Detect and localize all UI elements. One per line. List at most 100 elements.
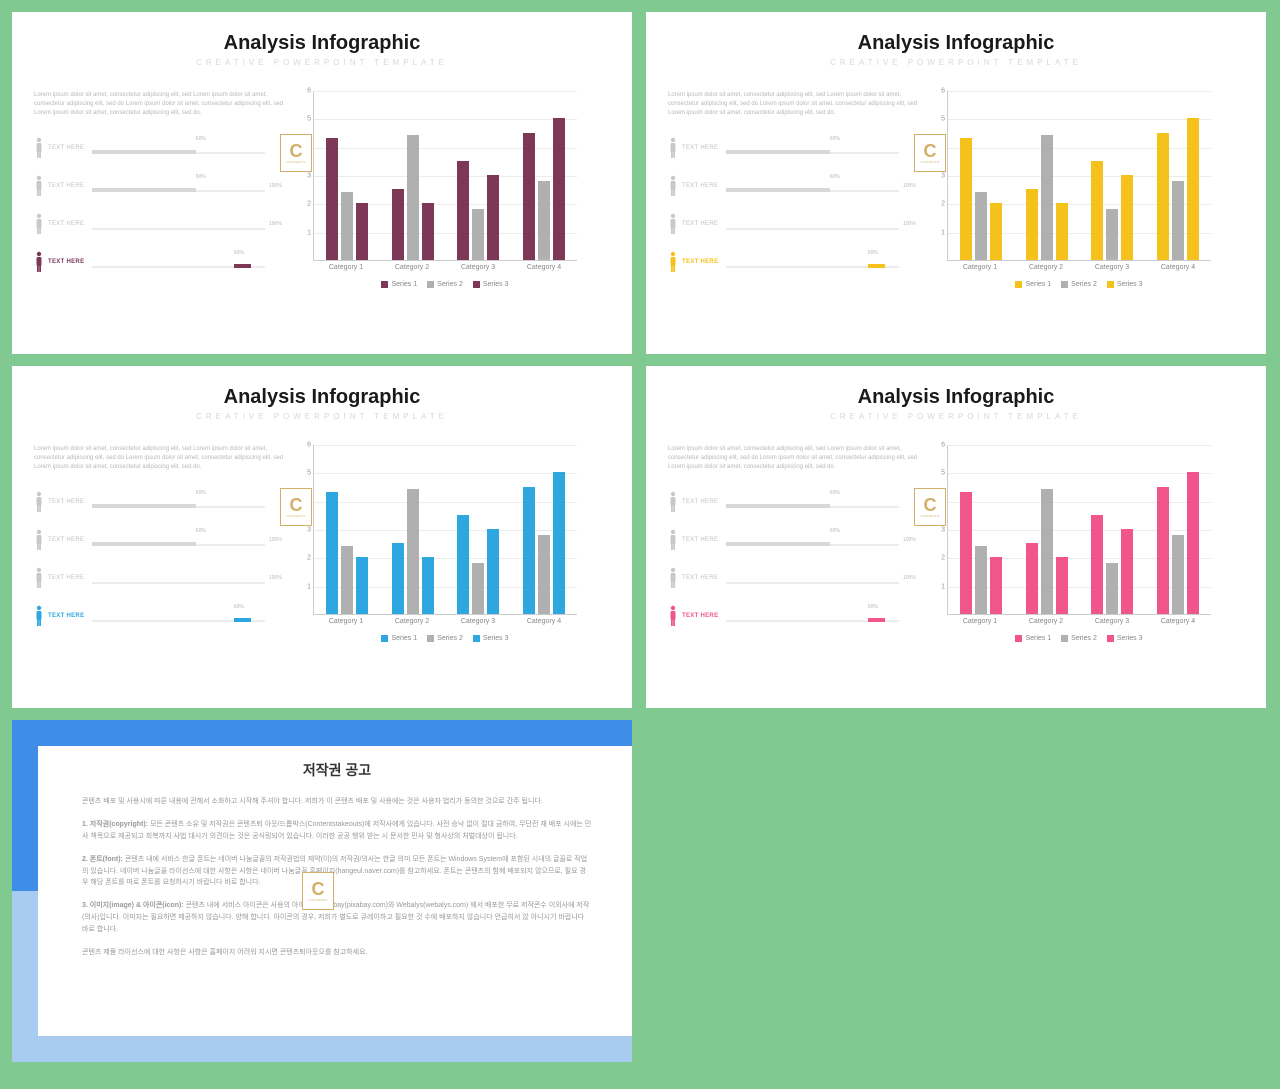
chart-panel: 123456 Category 1Category 2Category 3Cat… bbox=[933, 91, 1244, 291]
bar-chart: 123456 Category 1Category 2Category 3Cat… bbox=[933, 91, 1213, 291]
progress-label: TEXT HERE bbox=[682, 259, 720, 265]
bar bbox=[1157, 487, 1169, 615]
bar bbox=[1172, 181, 1184, 260]
slide-subtitle: Creative Powerpoint Template bbox=[668, 58, 1244, 67]
progress-label: TEXT HERE bbox=[682, 613, 720, 619]
progress-label: TEXT HERE bbox=[48, 145, 86, 151]
copy-p3: 2. 폰트(font): 콘텐츠 내에 서비스 한글 폰트는 네이버 나눔글꼴의… bbox=[82, 854, 592, 890]
progress-label: TEXT HERE bbox=[48, 221, 86, 227]
progress-bar: 60% bbox=[726, 496, 899, 508]
y-tick: 5 bbox=[941, 116, 945, 123]
progress-bar: 60% bbox=[726, 142, 899, 154]
copy-border-bottom bbox=[12, 1036, 632, 1062]
progress-pct: 60% bbox=[196, 490, 206, 496]
left-panel: Lorem ipsum dolor sit amet, consectetur … bbox=[34, 445, 289, 645]
bar bbox=[407, 489, 419, 614]
progress-pct: 60% bbox=[830, 490, 840, 496]
x-axis-labels: Category 1Category 2Category 3Category 4 bbox=[947, 618, 1211, 625]
progress-row-1: TEXT HERE 60% 100% bbox=[34, 174, 289, 198]
person-icon bbox=[668, 491, 678, 513]
person-icon bbox=[668, 529, 678, 551]
bar-group-0 bbox=[960, 118, 1002, 260]
slide-copyright: 저작권 공고 콘텐츠 배포 및 사용시에 따른 내용에 관해서 소화하고 시작해… bbox=[12, 720, 632, 1062]
badge-letter: C bbox=[290, 142, 303, 160]
bar bbox=[1187, 118, 1199, 260]
slide-title: Analysis Infographic bbox=[668, 386, 1244, 409]
y-tick: 5 bbox=[941, 470, 945, 477]
progress-end: 100% bbox=[903, 221, 923, 227]
bar bbox=[1121, 175, 1133, 260]
slide-3: Analysis Infographic Creative Powerpoint… bbox=[12, 366, 632, 708]
badge-label: CONTENTS bbox=[287, 160, 306, 164]
progress-label: TEXT HERE bbox=[682, 575, 720, 581]
bar bbox=[356, 203, 368, 260]
bar bbox=[407, 135, 419, 260]
progress-bar: 60% bbox=[92, 534, 265, 546]
progress-end: 100% bbox=[269, 183, 289, 189]
y-tick: 1 bbox=[307, 229, 311, 236]
progress-row-3: TEXT HERE 60% bbox=[668, 604, 923, 628]
bar bbox=[1041, 135, 1053, 260]
badge-letter: C bbox=[312, 880, 325, 898]
bars-container bbox=[948, 118, 1211, 260]
y-tick: 2 bbox=[941, 201, 945, 208]
bar bbox=[392, 543, 404, 614]
bar-group-1 bbox=[1026, 472, 1068, 614]
progress-end: 100% bbox=[269, 575, 289, 581]
lorem-text: Lorem ipsum dolor sit amet, consectetur … bbox=[668, 91, 923, 118]
legend-item: Series 3 bbox=[1107, 635, 1143, 642]
x-axis-labels: Category 1Category 2Category 3Category 4 bbox=[313, 618, 577, 625]
left-panel: Lorem ipsum dolor sit amet, consectetur … bbox=[34, 91, 289, 291]
progress-label: TEXT HERE bbox=[682, 145, 720, 151]
person-icon bbox=[34, 605, 44, 627]
y-tick: 1 bbox=[941, 229, 945, 236]
progress-row-2: TEXT HERE 100% bbox=[668, 566, 923, 590]
left-panel: Lorem ipsum dolor sit amet, consectetur … bbox=[668, 91, 923, 291]
chart-panel: 123456 Category 1Category 2Category 3Cat… bbox=[933, 445, 1244, 645]
legend-item: Series 1 bbox=[381, 281, 417, 288]
x-label: Category 4 bbox=[527, 618, 561, 625]
progress-row-2: TEXT HERE 100% bbox=[668, 212, 923, 236]
progress-label: TEXT HERE bbox=[48, 499, 86, 505]
bar-chart: 123456 Category 1Category 2Category 3Cat… bbox=[933, 445, 1213, 645]
badge-letter: C bbox=[290, 496, 303, 514]
legend-item: Series 2 bbox=[1061, 635, 1097, 642]
y-tick: 6 bbox=[307, 88, 311, 95]
progress-pct: 60% bbox=[868, 250, 878, 256]
person-icon bbox=[668, 251, 678, 273]
bar-group-3 bbox=[523, 472, 565, 614]
chart-legend: Series 1Series 2Series 3 bbox=[313, 281, 577, 288]
person-icon bbox=[34, 137, 44, 159]
progress-bar: 60% bbox=[726, 180, 899, 192]
progress-row-3: TEXT HERE 60% bbox=[668, 250, 923, 274]
copy-p5: 콘텐츠 제품 라이선스에 대한 사항은 사항은 홈페이지 어려워 지시면 콘텐츠… bbox=[82, 947, 592, 959]
bar bbox=[553, 472, 565, 614]
bars-container bbox=[314, 118, 577, 260]
x-label: Category 4 bbox=[527, 264, 561, 271]
bar-chart: 123456 Category 1Category 2Category 3Cat… bbox=[299, 91, 579, 291]
badge-icon: C CONTENTS bbox=[280, 134, 312, 172]
person-icon bbox=[34, 567, 44, 589]
x-label: Category 4 bbox=[1161, 264, 1195, 271]
progress-label: TEXT HERE bbox=[48, 575, 86, 581]
copy-p4: 3. 이미지(image) & 아이콘(icon): 콘텐츠 내에 서비스 아이… bbox=[82, 900, 592, 936]
badge-icon: C CONTENTS bbox=[914, 134, 946, 172]
progress-pct: 60% bbox=[868, 604, 878, 610]
progress-row-0: TEXT HERE 60% bbox=[668, 136, 923, 160]
progress-label: TEXT HERE bbox=[682, 183, 720, 189]
bar bbox=[975, 192, 987, 260]
x-label: Category 3 bbox=[1095, 618, 1129, 625]
x-label: Category 3 bbox=[461, 264, 495, 271]
x-label: Category 1 bbox=[963, 618, 997, 625]
progress-bar: 60% bbox=[92, 180, 265, 192]
slide-title: Analysis Infographic bbox=[34, 32, 610, 55]
chart-panel: 123456 Category 1Category 2Category 3Cat… bbox=[299, 91, 610, 291]
progress-row-0: TEXT HERE 60% bbox=[34, 490, 289, 514]
legend-item: Series 1 bbox=[1015, 281, 1051, 288]
bar bbox=[960, 492, 972, 614]
progress-row-0: TEXT HERE 60% bbox=[34, 136, 289, 160]
slide-1: Analysis Infographic Creative Powerpoint… bbox=[12, 12, 632, 354]
bar bbox=[553, 118, 565, 260]
x-label: Category 2 bbox=[395, 618, 429, 625]
x-label: Category 4 bbox=[1161, 618, 1195, 625]
